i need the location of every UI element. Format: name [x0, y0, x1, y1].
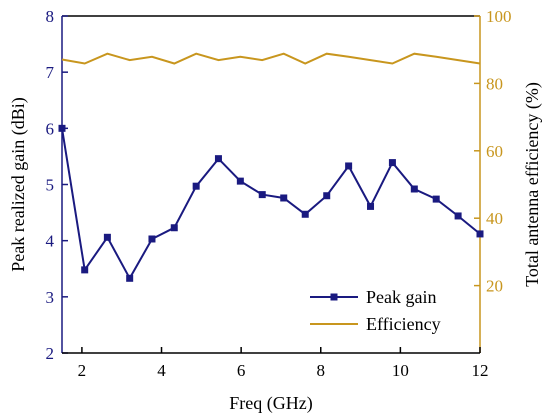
peak-gain-point: [148, 235, 156, 243]
bottom-tick-label: 4: [157, 361, 166, 380]
legend: Peak gain Efficiency: [310, 287, 441, 334]
peak-gain-point: [58, 124, 66, 132]
peak-gain-point: [301, 210, 309, 218]
peak-gain-point: [170, 224, 178, 232]
peak-gain-point: [345, 162, 353, 170]
left-y-axis-title: Peak realized gain (dBi): [8, 97, 29, 271]
bottom-tick-label: 8: [317, 361, 326, 380]
left-tick-label: 2: [46, 344, 55, 363]
peak-gain-point: [81, 266, 89, 274]
peak-gain-point: [476, 230, 484, 238]
series-layer: [58, 52, 484, 282]
peak-gain-line: [61, 128, 481, 281]
peak-gain-point: [432, 195, 440, 203]
peak-gain-point: [126, 274, 134, 282]
right-tick-label: 60: [486, 142, 503, 161]
legend-peak-gain-marker: [330, 293, 338, 301]
peak-gain-point: [410, 185, 418, 193]
bottom-tick-label: 6: [237, 361, 246, 380]
peak-gain-point: [367, 202, 375, 210]
right-tick-label: 40: [486, 209, 503, 228]
bottom-tick-label: 12: [472, 361, 489, 380]
peak-gain-point: [258, 191, 266, 199]
bottom-tick-label: 10: [392, 361, 409, 380]
bottom-axis: 2 4 6 8 10 12: [62, 347, 489, 380]
peak-gain-point: [388, 159, 396, 167]
left-tick-label: 3: [46, 288, 55, 307]
right-axis: 20 40 60 80 100: [474, 7, 512, 353]
peak-gain-point: [280, 194, 288, 202]
peak-gain-point: [454, 212, 462, 220]
left-tick-label: 4: [46, 232, 55, 251]
right-tick-label: 80: [486, 74, 503, 93]
left-tick-label: 8: [46, 7, 55, 26]
x-axis-title: Freq (GHz): [229, 393, 312, 414]
legend-peak-gain-label: Peak gain: [366, 287, 436, 307]
peak-gain-point: [236, 177, 244, 185]
right-y-axis-title: Total antenna efficiency (%): [522, 82, 543, 287]
efficiency-line: [61, 52, 481, 65]
bottom-tick-label: 2: [78, 361, 87, 380]
peak-gain-point: [214, 155, 222, 163]
peak-gain-point: [323, 192, 331, 200]
legend-efficiency-label: Efficiency: [366, 314, 441, 334]
right-tick-label: 100: [486, 7, 512, 26]
left-tick-label: 5: [46, 176, 55, 195]
right-tick-label: 20: [486, 277, 503, 296]
peak-gain-point: [192, 182, 200, 190]
left-tick-label: 6: [46, 119, 55, 138]
left-axis: 2 3 4 5 6 7 8: [46, 7, 68, 363]
peak-gain-point: [103, 233, 111, 241]
left-tick-label: 7: [46, 63, 55, 82]
